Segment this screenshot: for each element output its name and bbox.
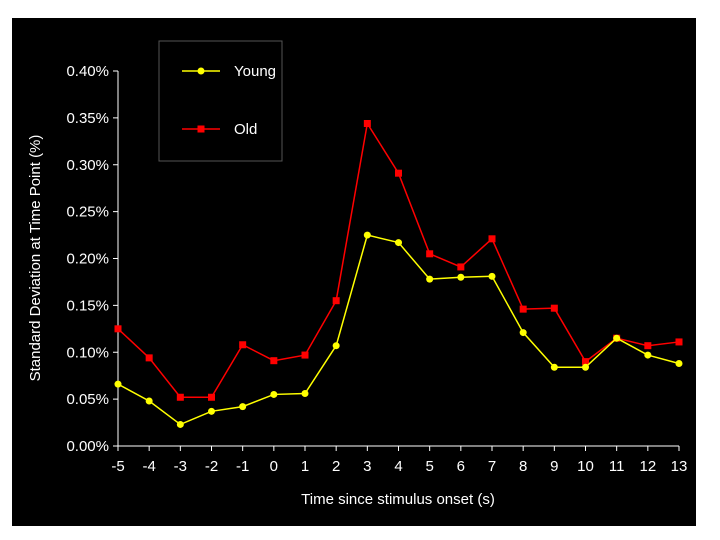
x-tick-label: 10 <box>577 458 594 475</box>
series-old-point <box>675 338 683 346</box>
x-tick-label: -5 <box>111 458 124 475</box>
y-axis-label: Standard Deviation at Time Point (%) <box>27 135 44 382</box>
x-tick-label: 12 <box>639 458 656 475</box>
series-young-point <box>114 380 122 388</box>
legend-young-label: Young <box>234 63 276 80</box>
legend-box <box>158 40 283 162</box>
legend-old-label: Old <box>234 121 257 138</box>
chart-frame: 0.00% 0.05% 0.10% 0.15% 0.20% 0.25% 0.30% 0.35%… <box>12 18 696 526</box>
series-young-point <box>457 273 465 281</box>
series-old-line <box>117 121 680 398</box>
x-tick-label: 11 <box>609 458 625 475</box>
y-tick-label: 0.10% <box>66 344 109 361</box>
y-tick-label: 0.30% <box>66 157 109 174</box>
x-tick-label: 6 <box>457 458 465 475</box>
series-old-point <box>301 351 309 359</box>
series-old-point <box>176 393 184 401</box>
series-old-point <box>270 357 278 365</box>
x-tick-label: 9 <box>550 458 558 475</box>
series-young-point <box>519 329 527 337</box>
x-tick-label: 2 <box>332 458 340 475</box>
y-tick-label: 0.25% <box>66 204 109 221</box>
x-tick-label: -3 <box>174 458 187 475</box>
series-old-point <box>145 354 153 362</box>
x-tick-label: 3 <box>363 458 371 475</box>
series-young-point <box>301 390 309 397</box>
series-old-point <box>488 235 496 243</box>
series-young-point <box>582 363 589 371</box>
series-young-point <box>395 239 402 247</box>
series-young-point <box>363 231 371 239</box>
series-old-point <box>426 250 434 258</box>
x-tick-label: 1 <box>301 458 309 475</box>
series-young-point <box>550 363 558 371</box>
y-tick-label: 0.20% <box>66 251 109 268</box>
series-old-point <box>582 358 589 366</box>
series-old-point <box>363 120 371 127</box>
legend-young-marker <box>197 67 205 75</box>
series-young-point <box>644 351 652 359</box>
series-young-point <box>208 407 215 415</box>
series-young-point <box>145 397 153 405</box>
legend: Young Old <box>158 40 283 162</box>
series-old-point <box>395 169 402 177</box>
x-tick-label: -1 <box>236 458 249 475</box>
x-tick-label: -4 <box>142 458 155 475</box>
x-tick-label: -2 <box>205 458 218 475</box>
series-young-point <box>270 390 278 398</box>
series-old-point <box>114 325 122 333</box>
series-young-point <box>675 360 683 367</box>
series-layer <box>114 120 683 428</box>
series-young-point <box>488 272 496 280</box>
legend-old-marker <box>197 125 205 133</box>
series-young-point <box>332 342 340 350</box>
series-old-point <box>332 297 340 305</box>
x-tick-label: 5 <box>425 458 433 475</box>
series-old-point <box>457 263 465 271</box>
x-tick-label: 7 <box>488 458 496 475</box>
y-tick-label: 0.15% <box>66 297 109 314</box>
x-tick-label: 4 <box>394 458 402 475</box>
series-old-point <box>550 304 558 312</box>
series-old-point <box>519 305 527 313</box>
series-young-point <box>613 334 621 342</box>
y-tick-label: 0.35% <box>66 110 109 127</box>
series-young-point <box>176 420 184 428</box>
series-old-point <box>239 341 247 349</box>
line-chart: 0.00% 0.05% 0.10% 0.15% 0.20% 0.25% 0.30% 0.35%… <box>27 40 687 508</box>
x-tick-label: 13 <box>671 458 688 475</box>
series-old-point <box>208 393 215 401</box>
y-tick-label: 0.40% <box>66 63 109 80</box>
series-young-point <box>239 403 247 411</box>
x-tick-label: 0 <box>270 458 278 475</box>
x-axis-label: Time since stimulus onset (s) <box>301 491 495 508</box>
series-young-point <box>426 275 434 283</box>
series-young-line <box>117 234 680 426</box>
x-tick-label: 8 <box>519 458 527 475</box>
axes: 0.00% 0.05% 0.10% 0.15% 0.20% 0.25% 0.30% 0.35%… <box>66 63 687 475</box>
series-old-point <box>644 342 652 350</box>
y-tick-label: 0.05% <box>66 391 109 408</box>
y-tick-label: 0.00% <box>66 438 109 455</box>
